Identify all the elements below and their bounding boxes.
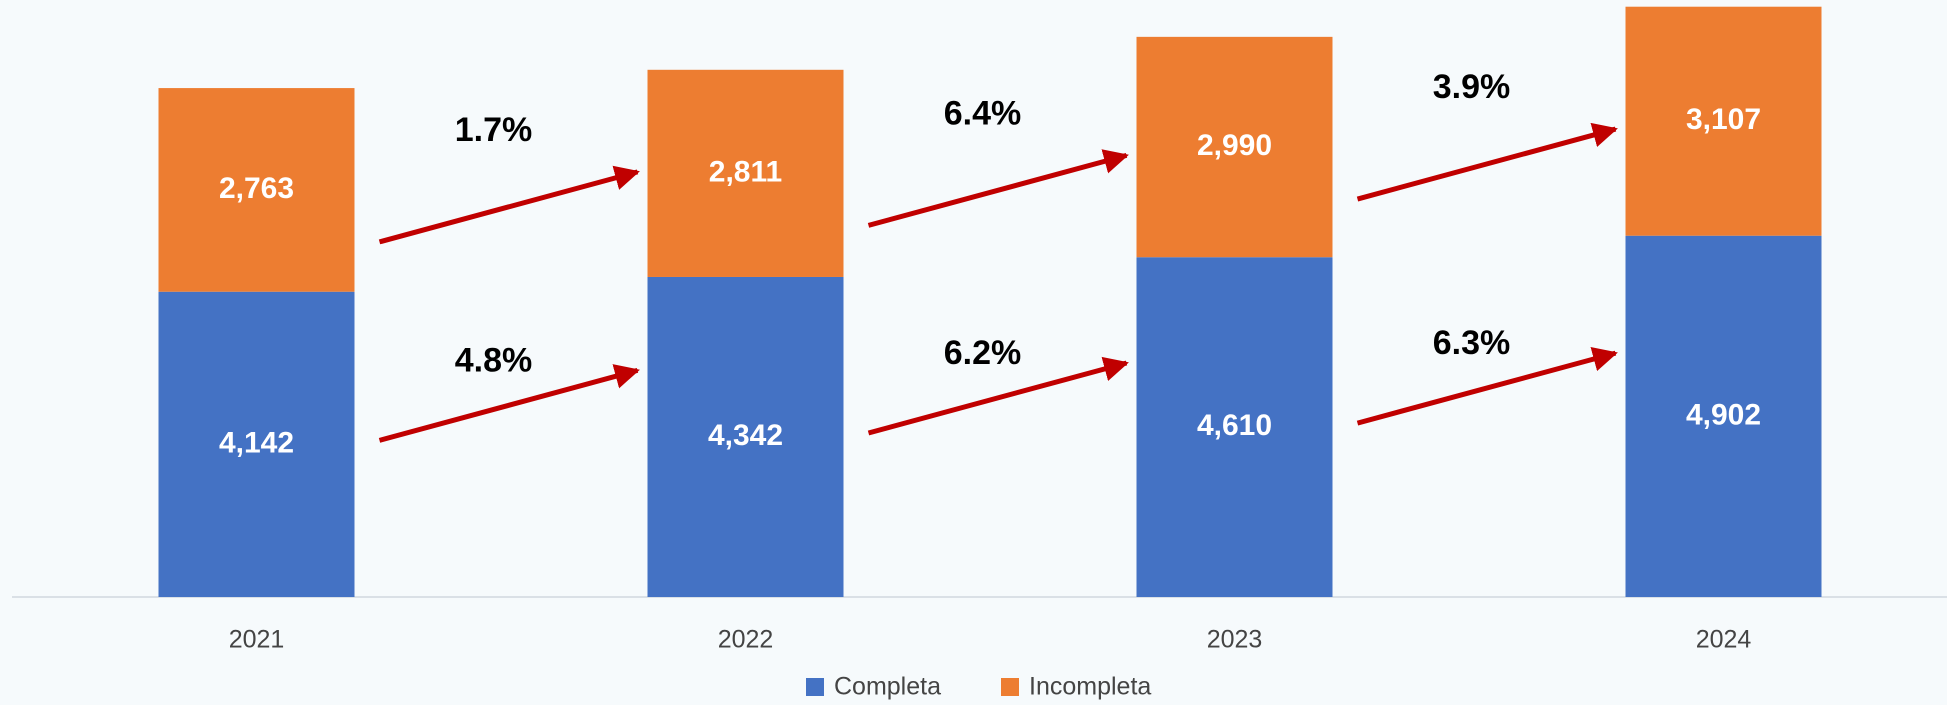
- growth-arrow: [867, 149, 1129, 228]
- x-tick-label: 2021: [229, 626, 285, 654]
- data-label: 4,610: [1197, 409, 1272, 442]
- growth-label: 1.7%: [455, 111, 533, 149]
- bar-segment: [158, 88, 355, 292]
- data-label: 4,902: [1686, 398, 1761, 431]
- growth-arrow: [378, 165, 640, 245]
- growth-arrow: [1356, 122, 1618, 202]
- x-tick-label: 2022: [718, 626, 774, 654]
- bar-segment: [158, 291, 355, 597]
- bar-segment: [1625, 235, 1822, 597]
- bar-segment: [1136, 257, 1333, 597]
- growth-arrow: [867, 356, 1129, 436]
- data-label: 2,811: [709, 155, 782, 188]
- growth-label: 3.9%: [1433, 68, 1511, 106]
- data-label: 2,763: [219, 172, 294, 205]
- growth-arrow: [1356, 346, 1618, 426]
- x-tick-label: 2023: [1207, 626, 1263, 654]
- bar-segment: [1136, 36, 1333, 258]
- data-label: 4,342: [708, 419, 783, 452]
- bar-segment: [1625, 6, 1822, 236]
- bar-segment: [647, 276, 844, 597]
- data-label: 3,107: [1686, 103, 1761, 136]
- data-label: 4,142: [219, 426, 294, 459]
- growth-label: 4.8%: [455, 341, 533, 379]
- x-tick-label: 2024: [1696, 626, 1752, 654]
- data-label: 2,990: [1197, 129, 1272, 162]
- legend-label: Completa: [834, 673, 941, 701]
- growth-label: 6.4%: [944, 94, 1022, 132]
- growth-arrow: [378, 364, 640, 443]
- bar-segment: [647, 69, 844, 277]
- growth-label: 6.2%: [944, 334, 1022, 372]
- legend-swatch: [806, 678, 824, 696]
- legend-swatch: [1001, 678, 1019, 696]
- legend-label: Incompleta: [1029, 673, 1151, 701]
- growth-label: 6.3%: [1433, 324, 1511, 362]
